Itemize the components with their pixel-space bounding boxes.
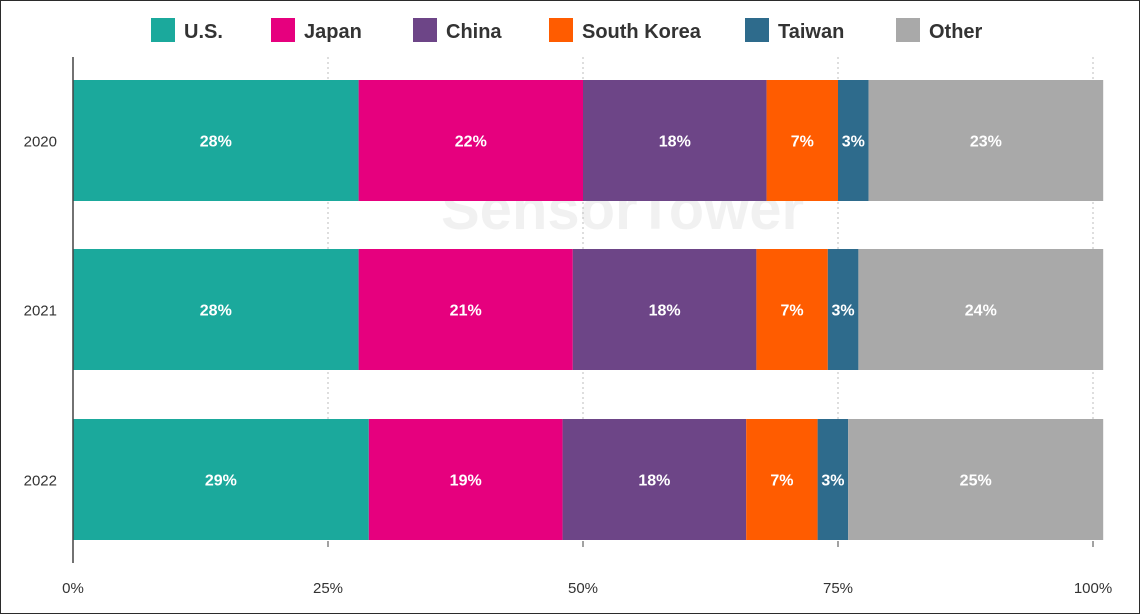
legend-swatch — [745, 18, 769, 42]
y-category-label: 2020 — [24, 134, 57, 151]
bar-segment — [848, 419, 1104, 540]
bar-segment — [368, 419, 563, 540]
data-label: 3% — [821, 473, 844, 490]
legend-label: Taiwan — [778, 21, 844, 43]
legend-label: U.S. — [184, 21, 223, 43]
data-label: 25% — [960, 473, 992, 490]
bar-segment — [358, 249, 573, 370]
data-label: 28% — [200, 303, 232, 320]
legend-swatch — [413, 18, 437, 42]
y-category-label: 2021 — [24, 303, 57, 320]
data-label: 3% — [842, 134, 865, 151]
bar-segment — [562, 419, 747, 540]
data-label: 19% — [450, 473, 482, 490]
data-label: 21% — [450, 303, 482, 320]
x-tick-label: 75% — [823, 580, 853, 597]
bar-segment — [838, 80, 869, 201]
bar-segment — [858, 249, 1104, 370]
bar-segment — [827, 249, 859, 370]
y-category-label: 2022 — [24, 473, 57, 490]
data-label: 18% — [649, 303, 681, 320]
data-label: 22% — [455, 134, 487, 151]
bar-segment — [817, 419, 849, 540]
data-label: 3% — [832, 303, 855, 320]
data-label: 18% — [659, 134, 691, 151]
data-label: 29% — [205, 473, 237, 490]
bar-segment — [746, 419, 818, 540]
legend-label: Other — [929, 21, 983, 43]
x-tick-label: 25% — [313, 580, 343, 597]
data-label: 7% — [791, 134, 814, 151]
legend-swatch — [271, 18, 295, 42]
data-label: 24% — [965, 303, 997, 320]
bar-segment — [572, 249, 757, 370]
bar-segment — [358, 80, 583, 201]
data-label: 18% — [638, 473, 670, 490]
bar-segment — [73, 419, 369, 540]
legend: U.S. Japan China South Korea Taiwan Other — [151, 18, 983, 43]
legend-swatch — [549, 18, 573, 42]
legend-label: South Korea — [582, 21, 702, 43]
data-label: 23% — [970, 134, 1002, 151]
data-label: 7% — [770, 473, 793, 490]
legend-swatch — [151, 18, 175, 42]
bar-segment — [73, 249, 359, 370]
x-tick-label: 50% — [568, 580, 598, 597]
bar-segment — [868, 80, 1104, 201]
bar-segment — [766, 80, 838, 201]
data-label: 7% — [781, 303, 804, 320]
data-label: 28% — [200, 134, 232, 151]
x-tick-label: 100% — [1074, 580, 1112, 597]
bars: 28% 22% 18% 7% 3% 23% 28% 21% 18% 7% 3% 24% 29% 19% 18… — [73, 80, 1104, 540]
legend-swatch — [896, 18, 920, 42]
legend-label: Japan — [304, 21, 362, 43]
x-tick-label: 0% — [62, 580, 84, 597]
bar-segment — [583, 80, 767, 201]
axes: 0% 25% 50% 75% 100% 2020 2021 2022 — [24, 57, 1112, 597]
legend-label: China — [446, 21, 502, 43]
bar-segment — [73, 80, 359, 201]
bar-segment — [756, 249, 828, 370]
